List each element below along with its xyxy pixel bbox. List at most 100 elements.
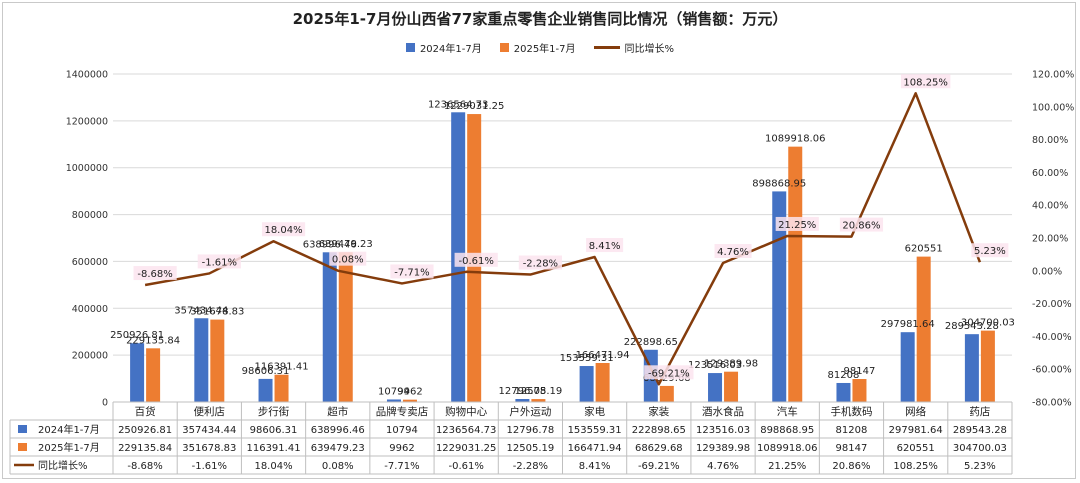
table-cell: 153559.31: [568, 425, 622, 436]
x-category-label: 便利店: [194, 405, 226, 418]
bar-2024: [708, 373, 723, 402]
growth-label-bg: [971, 243, 1009, 258]
growth-value-label: -8.68%: [137, 269, 172, 280]
y2-tick-label: 80.00%: [1032, 135, 1068, 146]
bar-2025: [595, 362, 610, 402]
table-cell: 0.08%: [322, 461, 354, 472]
table-cell: 9962: [389, 443, 414, 454]
table-cell: 12796.78: [507, 425, 555, 436]
y2-tick-label: -40.00%: [1032, 332, 1072, 343]
growth-label-bg: [518, 255, 562, 270]
table-cell: 8.41%: [579, 461, 611, 472]
growth-value-label: -7.71%: [394, 267, 429, 278]
table-cell: 357434.44: [182, 425, 236, 436]
table-cell: 250926.81: [118, 425, 172, 436]
bar-2025: [659, 385, 674, 402]
bar-2025: [788, 146, 803, 402]
bar-value-label: 1236564.73: [428, 99, 488, 110]
y2-tick-label: 100.00%: [1032, 102, 1074, 113]
growth-label-bg: [775, 216, 819, 231]
growth-value-label: -1.61%: [202, 257, 237, 268]
bar-value-label: 289543.28: [945, 321, 999, 332]
bar-value-label: 12796.78: [499, 386, 547, 397]
table-cell: -1.61%: [192, 461, 227, 472]
growth-label-bg: [714, 243, 752, 258]
x-category-label: 手机数码: [830, 405, 872, 418]
y2-tick-label: -80.00%: [1032, 398, 1072, 409]
bar-2025: [338, 252, 353, 402]
bar-2024: [836, 382, 851, 402]
bar-2024: [322, 252, 337, 402]
table-cell: 98606.31: [250, 425, 298, 436]
bar-2024: [194, 318, 209, 402]
bar-2024: [386, 399, 401, 402]
bar-value-label: 351678.83: [190, 307, 244, 318]
bar-value-label: 639479.23: [319, 239, 373, 250]
bar-2025: [916, 256, 931, 402]
table-cell: -7.71%: [384, 461, 419, 472]
x-category-label: 网络: [905, 405, 926, 418]
legend-label-2025: 2025年1-7月: [513, 44, 576, 55]
growth-label-bg: [329, 251, 367, 266]
y2-tick-label: 20.00%: [1032, 234, 1068, 245]
table-cell: 108.25%: [893, 461, 938, 472]
bar-value-label: 81208: [828, 370, 860, 381]
bar-2025: [980, 330, 995, 402]
bar-value-label: 620551: [905, 244, 943, 255]
y-tick-label: 200000: [72, 351, 108, 362]
table-cell: 18.04%: [254, 461, 292, 472]
bar-2024: [964, 334, 979, 402]
y2-tick-label: 60.00%: [1032, 168, 1068, 179]
bar-value-label: 123516.03: [688, 360, 742, 371]
bar-value-label: 357434.44: [174, 305, 228, 316]
bar-value-label: 98147: [844, 366, 876, 377]
table-cell: -2.28%: [513, 461, 548, 472]
growth-value-label: -2.28%: [523, 259, 558, 270]
table-cell: 222898.65: [632, 425, 686, 436]
table-cell: 4.76%: [707, 461, 739, 472]
growth-value-label: 8.41%: [589, 241, 621, 252]
y-tick-label: 0: [102, 398, 108, 409]
x-category-label: 百货: [135, 405, 156, 418]
bar-2025: [852, 379, 867, 402]
legend-item-growth: 同比增长%: [593, 40, 674, 55]
y-tick-label: 600000: [72, 257, 108, 268]
x-category-label: 户外运动: [509, 405, 551, 418]
growth-value-label: 21.25%: [778, 220, 816, 231]
bar-2025: [724, 371, 739, 402]
bar-value-label: 898868.95: [752, 178, 806, 189]
growth-line: [144, 92, 982, 386]
bar-2025: [146, 348, 161, 402]
bar-value-label: 229135.84: [126, 335, 180, 346]
growth-label-bg: [261, 222, 306, 237]
legend: 2024年1-7月 2025年1-7月 同比增长%: [0, 40, 1080, 55]
table-cell: 297981.64: [889, 425, 943, 436]
bar-2024: [772, 191, 787, 402]
growth-value-label: 5.23%: [974, 246, 1006, 257]
x-category-label: 家装: [648, 405, 669, 418]
x-category-label: 药店: [969, 405, 990, 418]
table-cell: 351678.83: [182, 443, 236, 454]
table-cell: -69.21%: [638, 461, 680, 472]
growth-label-bg: [454, 252, 498, 267]
growth-label-bg: [390, 264, 434, 279]
growth-label-bg: [839, 217, 884, 232]
x-category-label: 酒水食品: [702, 405, 744, 418]
bar-value-label: 1229031.25: [444, 101, 504, 112]
bar-value-label: 297981.64: [881, 319, 935, 330]
growth-value-label: -0.61%: [458, 256, 493, 267]
growth-value-label: 0.08%: [332, 255, 364, 266]
x-category-label: 家电: [584, 405, 605, 418]
table-cell: 12505.19: [507, 443, 555, 454]
table-cell: 98147: [836, 443, 868, 454]
y-tick-label: 1400000: [66, 70, 108, 81]
growth-label-bg: [900, 74, 951, 89]
x-category-label: 汽车: [777, 405, 798, 418]
table-cell: 620551: [897, 443, 935, 454]
bar-value-label: 222898.65: [624, 337, 678, 348]
table-cell: 1236564.73: [436, 425, 496, 436]
bar-value-label: 250926.81: [110, 330, 164, 341]
growth-label-bg: [586, 238, 624, 253]
growth-value-label: 18.04%: [264, 225, 302, 236]
